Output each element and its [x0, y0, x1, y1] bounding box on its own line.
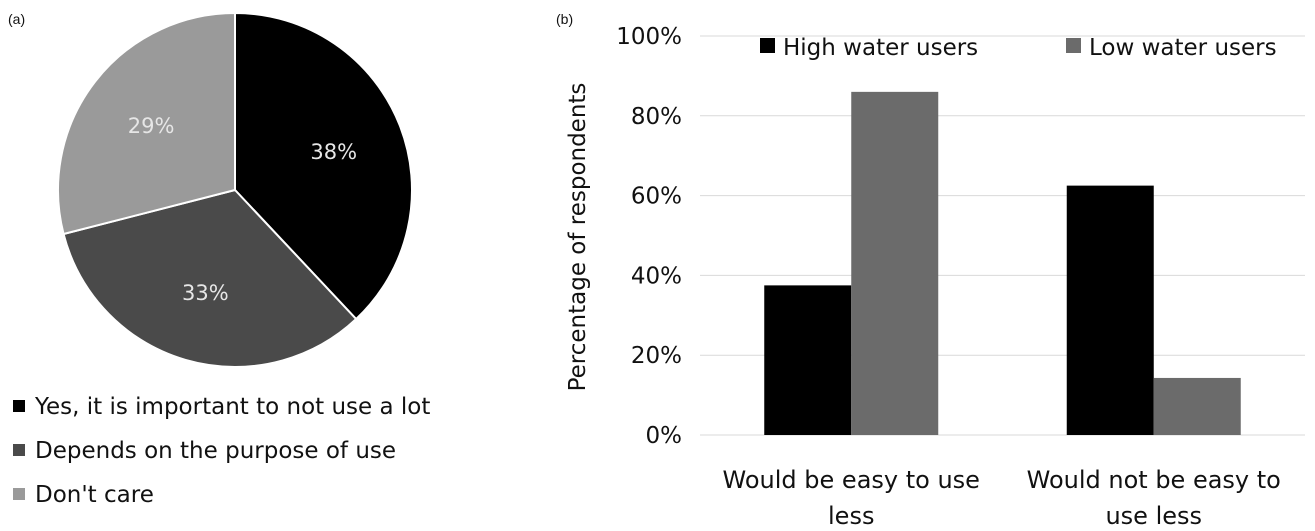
y-tick-label-3: 60% — [631, 184, 682, 210]
bar-chart: 0% 20% 40% 60% 80% 100% Percentage of responde… — [565, 24, 1305, 530]
bar-high-2 — [1066, 185, 1154, 435]
x-category-label-2-line-1: Would not be easy to — [1027, 466, 1281, 494]
bar-legend-label-1: High water users — [783, 35, 978, 61]
bar-legend-swatch-1 — [760, 38, 775, 53]
pie-legend-swatch-3 — [13, 488, 25, 500]
y-tick-label-0: 0% — [646, 423, 683, 449]
pie-legend-label-3: Don't care — [35, 482, 154, 508]
bar-legend-swatch-2 — [1066, 38, 1081, 53]
pie-slice-label-1: 38% — [310, 140, 357, 164]
bar-low-2 — [1153, 377, 1241, 435]
pie-chart: 38% 33% 29% — [57, 11, 413, 368]
pie-legend-label-2: Depends on the purpose of use — [35, 438, 396, 464]
panel-label-a: (a) — [8, 11, 25, 27]
y-tick-label-5: 100% — [616, 24, 682, 50]
pie-slice-1 — [234, 11, 413, 321]
y-tick-label-2: 40% — [631, 263, 682, 289]
pie-legend-swatch-1 — [13, 400, 25, 412]
x-category-label-2-line-2: use less — [1105, 502, 1202, 530]
pie-legend-label-1: Yes, it is important to not use a lot — [34, 394, 430, 420]
pie-legend: Yes, it is important to not use a lot Dep… — [13, 394, 430, 508]
y-tick-label-1: 20% — [631, 343, 682, 369]
pie-legend-swatch-2 — [13, 444, 25, 456]
pie-slice-3 — [57, 11, 236, 236]
y-tick-label-4: 80% — [631, 104, 682, 130]
pie-slice-label-3: 29% — [128, 114, 175, 138]
x-category-label-1-line-1: Would be easy to use — [723, 466, 980, 494]
bar-legend-label-2: Low water users — [1089, 35, 1277, 61]
x-category-label-1-line-2: less — [828, 502, 874, 530]
bar-low-1 — [851, 91, 939, 436]
panel-label-b: (b) — [556, 11, 573, 27]
bar-high-1 — [764, 285, 852, 435]
y-axis-title: Percentage of respondents — [565, 83, 591, 392]
pie-slice-label-2: 33% — [182, 281, 229, 305]
pie-slice-2 — [62, 188, 358, 368]
